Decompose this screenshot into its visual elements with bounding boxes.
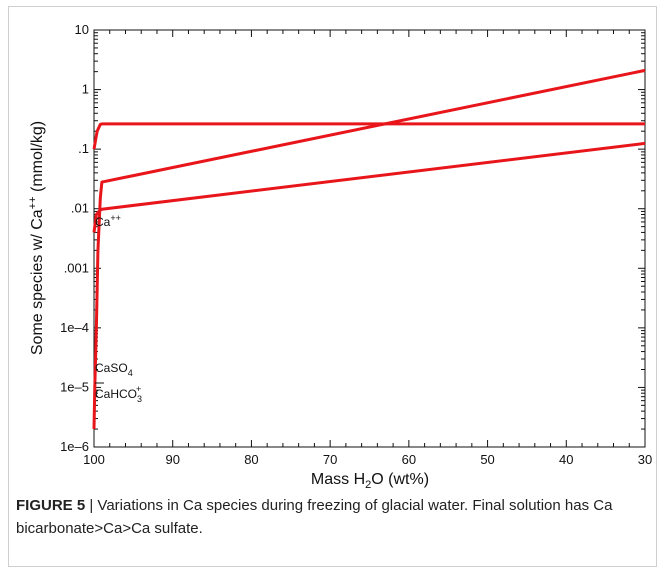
label-ca: Ca++ [95, 213, 121, 229]
y-tick-label: .1 [78, 141, 89, 156]
chart: 100 90 80 70 60 50 40 30 1e–61e–51e–4.001.01.11… [27, 22, 652, 490]
x-tick-label: 100 [83, 452, 105, 467]
x-tick-label: 90 [165, 452, 179, 467]
series-line-cahco3 [92, 68, 646, 430]
caption-label: FIGURE 5 [16, 497, 86, 514]
y-axis: 1e–6 1e–5 1e–4 .001 .01 .1 1 10 [60, 22, 645, 454]
figure-frame [8, 6, 657, 567]
x-tick-label: 80 [244, 452, 258, 467]
x-tick-label: 40 [559, 452, 573, 467]
y-tick-label: .01 [71, 201, 89, 216]
label-cahco3: CaHCO3+ [95, 384, 142, 404]
series-line-caso4 [92, 122, 645, 150]
caption-separator: | [85, 497, 98, 514]
label-caso4: CaSO4 [95, 361, 133, 378]
x-tick-label: 30 [638, 452, 652, 467]
x-axis: 100 90 80 70 60 50 40 30 [83, 30, 652, 467]
figure-caption: FIGURE 5 | Variations in Ca species duri… [16, 494, 646, 540]
y-tick-label: 10 [75, 22, 89, 37]
plot-area [93, 29, 646, 448]
x-tick-label: 70 [323, 452, 337, 467]
x-tick-label: 50 [480, 452, 494, 467]
series-lines [92, 68, 646, 430]
x-tick-label: 60 [402, 452, 416, 467]
plot-border [93, 29, 646, 448]
y-tick-label: 1e–4 [60, 320, 89, 335]
y-tick-label: .001 [64, 260, 89, 275]
caption-text: Variations in Ca species during freezing… [16, 497, 613, 537]
y-tick-label: 1e–6 [60, 439, 89, 454]
series-line-ca [92, 141, 646, 233]
y-tick-label: 1 [82, 82, 89, 97]
x-axis-title: Mass H2O (wt%) [311, 471, 429, 490]
y-axis-title: Some species w/ Ca++ (mmol/kg) [27, 121, 46, 355]
y-tick-label: 1e–5 [60, 379, 89, 394]
